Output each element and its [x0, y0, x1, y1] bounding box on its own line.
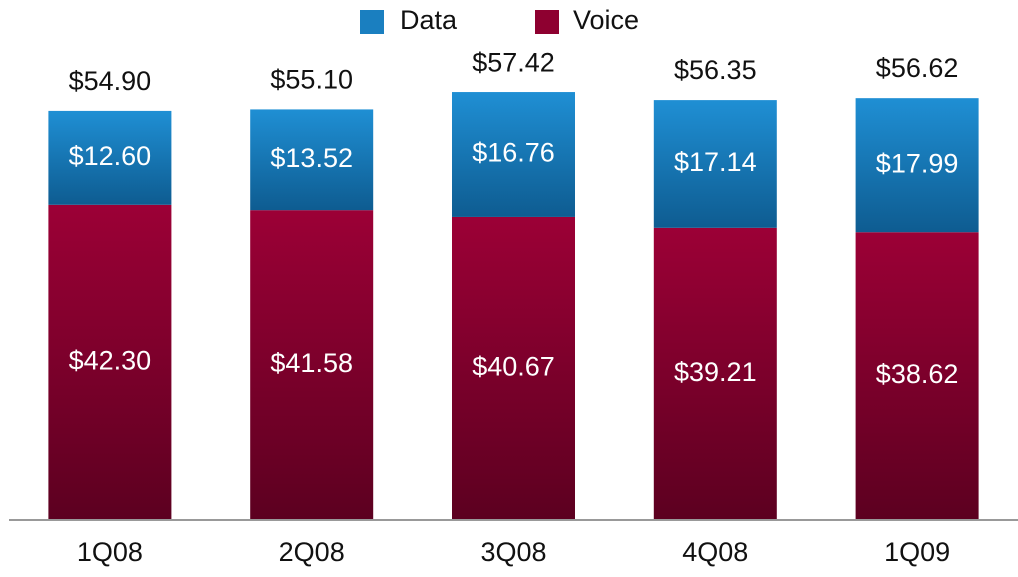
- x-tick-label: 3Q08: [480, 537, 546, 567]
- value-label: $40.67: [472, 352, 555, 382]
- bar-segment: [48, 204, 172, 521]
- value-label: $17.14: [674, 147, 757, 177]
- bar-segment: [653, 227, 777, 520]
- legend-swatch: [360, 10, 384, 34]
- value-label: $41.58: [270, 348, 353, 378]
- legend-swatch: [535, 10, 559, 34]
- legend-label: Voice: [573, 5, 639, 35]
- bar-segment: [250, 109, 374, 211]
- value-label: $42.30: [69, 346, 152, 376]
- bar-segment: [452, 216, 575, 520]
- total-label: $56.35: [674, 55, 757, 85]
- bar-segment: [855, 232, 979, 521]
- total-label: $56.62: [876, 53, 959, 83]
- bar-segment: [653, 100, 777, 228]
- total-label: $54.90: [69, 66, 152, 96]
- bar-segment: [48, 110, 172, 205]
- value-label: $16.76: [472, 138, 555, 168]
- x-tick-label: 1Q08: [77, 537, 143, 567]
- x-tick-label: 2Q08: [279, 537, 345, 567]
- value-label: $38.62: [876, 359, 959, 389]
- bar-segment: [250, 210, 374, 521]
- bar-segment: [855, 98, 979, 233]
- x-tick-label: 1Q09: [884, 537, 950, 567]
- total-label: $55.10: [270, 65, 353, 95]
- legend-label: Data: [400, 5, 458, 35]
- value-label: $39.21: [674, 357, 757, 387]
- bar-segment: [452, 92, 575, 217]
- x-tick-label: 4Q08: [682, 537, 748, 567]
- value-label: $17.99: [876, 148, 959, 178]
- value-label: $12.60: [69, 141, 152, 171]
- total-label: $57.42: [472, 47, 555, 77]
- value-label: $13.52: [270, 143, 353, 173]
